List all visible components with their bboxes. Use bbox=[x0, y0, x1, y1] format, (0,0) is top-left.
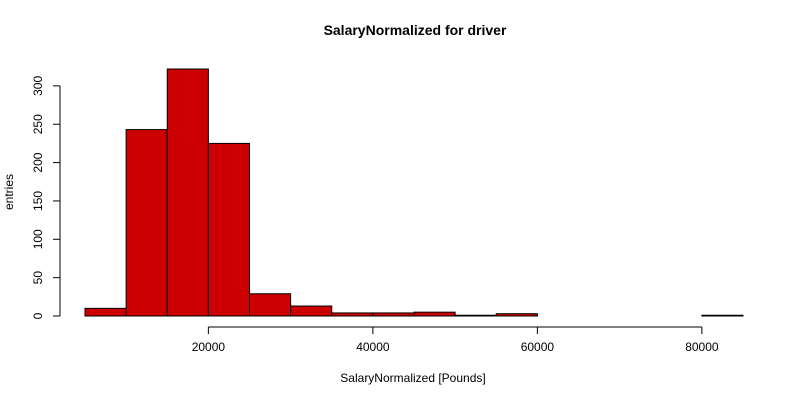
x-tick-label-2: 60000 bbox=[521, 340, 555, 354]
y-tick-label-2: 100 bbox=[31, 229, 45, 249]
histogram-bar-9 bbox=[454, 314, 497, 317]
histogram-bar-7 bbox=[372, 312, 415, 317]
histogram-bar-1 bbox=[125, 129, 168, 317]
y-tick-label-6: 300 bbox=[31, 76, 45, 96]
y-tick-label-5: 250 bbox=[31, 114, 45, 134]
y-tick-label-0: 0 bbox=[31, 312, 45, 319]
histogram-bar-2 bbox=[166, 68, 209, 317]
x-axis: 20000 40000 60000 80000 bbox=[192, 326, 719, 354]
histogram-bars bbox=[84, 68, 744, 317]
histogram-bar-10 bbox=[495, 313, 538, 317]
x-tick-label-0: 20000 bbox=[192, 340, 226, 354]
chart-title: SalaryNormalized for driver bbox=[324, 22, 507, 38]
histogram-bar-4 bbox=[249, 293, 292, 317]
y-axis: 0 50 100 150 200 250 300 bbox=[31, 76, 61, 319]
histogram-bar-6 bbox=[331, 312, 374, 317]
histogram-bar-5 bbox=[290, 305, 333, 317]
x-tick-label-3: 80000 bbox=[685, 340, 719, 354]
histogram-bar-15 bbox=[701, 314, 744, 317]
y-tick-label-4: 200 bbox=[31, 152, 45, 172]
histogram-bar-8 bbox=[413, 311, 456, 317]
histogram-bar-3 bbox=[207, 142, 250, 317]
y-tick-label-3: 150 bbox=[31, 191, 45, 211]
y-tick-label-1: 50 bbox=[31, 271, 45, 285]
histogram-bar-0 bbox=[84, 307, 127, 317]
x-tick-label-1: 40000 bbox=[356, 340, 390, 354]
y-axis-label: entries bbox=[2, 174, 16, 210]
x-axis-label: SalaryNormalized [Pounds] bbox=[340, 371, 485, 385]
